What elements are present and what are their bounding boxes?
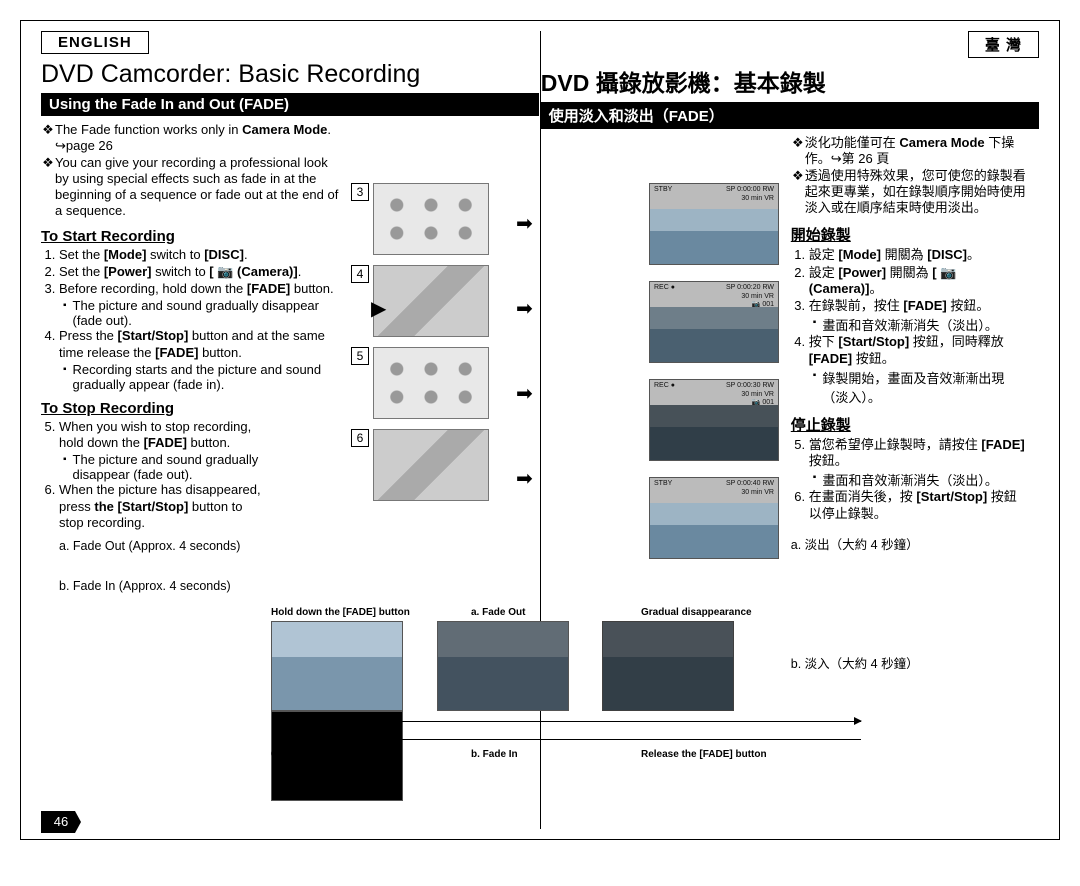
- step-zh-6: 在畫面消失後，按 [Start/Stop] 按鈕以停止錄製。: [809, 489, 1026, 522]
- step-zh-4: 按下 [Start/Stop] 按鈕，同時釋放 [FADE] 按鈕。: [809, 334, 1026, 367]
- step-zh-4-sub: 錄製開始，畫面及音效漸漸出現（淡入）。: [813, 368, 1026, 406]
- arrow-icon: ➡: [516, 296, 533, 321]
- cap-gradapp: Gradual appearance: [271, 749, 367, 760]
- title-en: DVD Camcorder: Basic Recording: [41, 60, 539, 89]
- stop-steps-en: When you wish to stop recording, hold do…: [59, 419, 269, 531]
- step-zh-5-sub: 畫面和音效漸漸消失（淡出）。: [813, 470, 1026, 489]
- fig-num-6: 6: [351, 429, 369, 447]
- page-number: 46: [41, 811, 81, 833]
- arrow-icon: ➡: [516, 466, 533, 491]
- intro-en-1: The Fade function works only in Camera M…: [55, 122, 341, 155]
- fade-a-en: a. Fade Out (Approx. 4 seconds): [59, 539, 269, 553]
- intro-en-2: You can give your recording a profession…: [55, 155, 341, 220]
- fig-num-3: 3: [351, 183, 369, 201]
- step-zh-1: 設定 [Mode] 開關為 [DISC]。: [809, 247, 1026, 263]
- arrow-icon: ➡: [516, 211, 533, 236]
- step-en-3: Before recording, hold down the [FADE] b…: [59, 281, 349, 297]
- start-heading-zh: 開始錄製: [791, 224, 1026, 245]
- cap-hold: Hold down the [FADE] button: [271, 607, 410, 618]
- manual-page: ENGLISH DVD Camcorder: Basic Recording U…: [20, 20, 1060, 840]
- fade-a-zh: a. 淡出（大約 4 秒鐘）: [791, 534, 1026, 553]
- fig-5: [373, 347, 489, 419]
- start-steps-zh: 設定 [Mode] 開關為 [DISC]。 設定 [Power] 開關為 [ 📷…: [809, 247, 1026, 406]
- fade-diagram: Hold down the [FADE] button a. Fade Out …: [271, 621, 859, 811]
- stop-steps-zh: 當您希望停止錄製時，請按住 [FADE] 按鈕。 畫面和音效漸漸消失（淡出）。 …: [809, 437, 1026, 522]
- step-en-6: When the picture has disappeared, press …: [59, 482, 269, 531]
- right-column: 臺 灣 DVD 攝錄放影機：基本錄製 使用淡入和淡出（FADE） ❖淡化功能僅可…: [541, 31, 1039, 672]
- step-en-4: Press the [Start/Stop] button and at the…: [59, 328, 349, 361]
- intro-en: ❖The Fade function works only in Camera …: [41, 122, 341, 220]
- stop-heading-zh: 停止錄製: [791, 414, 1026, 435]
- title-zh: DVD 攝錄放影機：基本錄製: [541, 64, 1039, 98]
- lang-tw: 臺 灣: [968, 31, 1039, 58]
- cap-fadein: b. Fade In: [471, 749, 518, 760]
- step-en-1: Set the [Mode] switch to [DISC].: [59, 247, 349, 263]
- cap-fadeout: a. Fade Out: [471, 607, 525, 618]
- arrow-icon: ▶: [371, 296, 386, 321]
- figure-column: 3 4 5 6: [351, 183, 501, 511]
- fig-6: [373, 429, 489, 501]
- step-zh-2: 設定 [Power] 開關為 [ 📷 (Camera)]。: [809, 265, 1026, 298]
- intro-zh-1: 淡化功能僅可在 Camera Mode 下操作。↪第 26 頁: [805, 135, 1026, 168]
- step-zh-5: 當您希望停止錄製時，請按住 [FADE] 按鈕。: [809, 437, 1026, 470]
- fig-3: [373, 183, 489, 255]
- fig-4: [373, 265, 489, 337]
- arrow-right: [281, 721, 861, 722]
- step-zh-3: 在錄製前，按住 [FADE] 按鈕。: [809, 298, 1026, 314]
- step-en-2: Set the [Power] switch to [ 📷 (Camera)].: [59, 264, 349, 280]
- intro-zh-2: 透過使用特殊效果，您可使您的錄製看起來更專業，如在錄製順序開始時使用淡入或在順序…: [805, 168, 1026, 217]
- step-en-5-sub: The picture and sound gradually disappea…: [63, 452, 269, 482]
- arrow-icon: ➡: [516, 381, 533, 406]
- intro-zh: ❖淡化功能僅可在 Camera Mode 下操作。↪第 26 頁 ❖透過使用特殊…: [791, 135, 1026, 216]
- step-en-4-sub: Recording starts and the picture and sou…: [63, 362, 349, 392]
- cap-release: Release the [FADE] button: [641, 749, 767, 760]
- step-en-3-sub: The picture and sound gradually disappea…: [63, 298, 349, 328]
- fig-num-5: 5: [351, 347, 369, 365]
- thumb-1: [271, 621, 403, 711]
- thumb-3: [602, 621, 734, 711]
- step-en-5: When you wish to stop recording, hold do…: [59, 419, 269, 452]
- section-bar-en: Using the Fade In and Out (FADE): [41, 93, 539, 116]
- start-steps-en: Set the [Mode] switch to [DISC]. Set the…: [59, 247, 349, 392]
- fig-num-4: 4: [351, 265, 369, 283]
- fade-b-en: b. Fade In (Approx. 4 seconds): [59, 579, 269, 593]
- step-zh-3-sub: 畫面和音效漸漸消失（淡出）。: [813, 315, 1026, 334]
- arrow-left: [281, 739, 861, 740]
- section-bar-zh: 使用淡入和淡出（FADE）: [541, 102, 1039, 129]
- lang-english: ENGLISH: [41, 31, 149, 54]
- cap-graddis: Gradual disappearance: [641, 607, 752, 618]
- thumb-2: [437, 621, 569, 711]
